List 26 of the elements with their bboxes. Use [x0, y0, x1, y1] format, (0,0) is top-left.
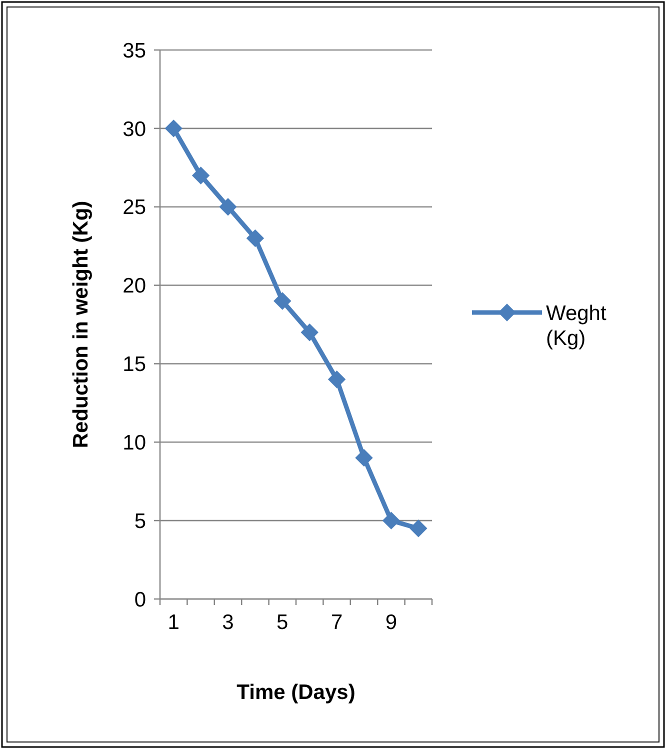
point: [328, 370, 346, 388]
x-tick-label: 5: [276, 611, 288, 634]
y-tick-label: 5: [134, 510, 146, 533]
point: [382, 512, 400, 530]
y-tick-label: 25: [122, 196, 146, 220]
point: [192, 166, 210, 184]
point: [274, 292, 292, 310]
point: [164, 120, 182, 138]
point: [355, 448, 373, 467]
y-tick-label: 30: [122, 118, 146, 141]
x-tick-label: 3: [222, 611, 234, 634]
point: [246, 229, 264, 248]
y-tick-label: 35: [122, 39, 146, 62]
y-tick-label: 20: [122, 274, 146, 298]
point: [410, 520, 428, 538]
y-tick-label: 10: [122, 431, 146, 454]
y-tick-label: 0: [134, 588, 146, 612]
point: [300, 323, 318, 342]
legend-label: Weght (Kg): [546, 302, 606, 350]
y-axis-title: Reduction in weight (Kg): [69, 200, 92, 448]
y-tick-label: 15: [122, 353, 146, 376]
point: [219, 198, 237, 216]
x-tick-label: 1: [168, 611, 180, 634]
x-tick-label: 7: [330, 611, 343, 634]
x-tick-label: 9: [385, 611, 398, 634]
x-axis-title: Time (Days): [236, 681, 356, 704]
